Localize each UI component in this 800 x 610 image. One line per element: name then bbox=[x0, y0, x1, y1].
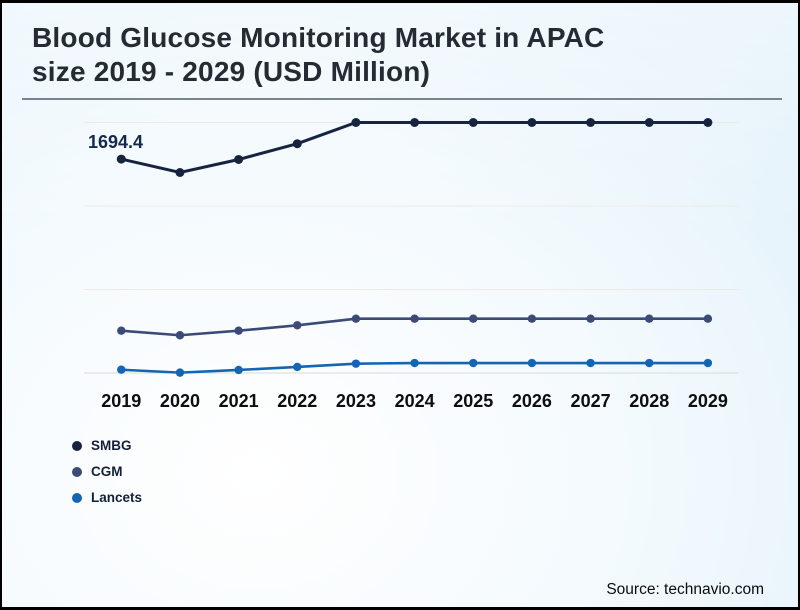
data-point-lancets-2024 bbox=[410, 358, 419, 368]
data-point-smbg-2025 bbox=[468, 118, 478, 127]
data-point-lancets-2022 bbox=[293, 362, 302, 372]
data-point-smbg-2028 bbox=[644, 118, 654, 127]
legend-item-smbg: SMBG bbox=[72, 438, 142, 453]
data-point-cgm-2020 bbox=[175, 331, 185, 340]
data-point-cgm-2028 bbox=[645, 314, 654, 323]
data-point-smbg-2024 bbox=[410, 118, 420, 127]
legend-label: SMBG bbox=[91, 438, 132, 453]
legend-label: Lancets bbox=[91, 490, 143, 505]
x-axis-label-2025: 2025 bbox=[453, 391, 494, 411]
data-point-cgm-2022 bbox=[293, 321, 302, 330]
x-axis-label-2029: 2029 bbox=[687, 391, 728, 411]
x-axis-label-2020: 2020 bbox=[159, 391, 200, 411]
data-point-smbg-2026 bbox=[527, 118, 537, 127]
data-point-cgm-2027 bbox=[586, 314, 595, 323]
source-text: Source: technavio.com bbox=[606, 581, 764, 598]
series-line-smbg bbox=[120, 121, 708, 175]
data-point-cgm-2019 bbox=[117, 326, 126, 335]
x-axis-label-2024: 2024 bbox=[394, 391, 435, 411]
page-title: Blood Glucose Monitoring Market in APAC … bbox=[32, 21, 772, 89]
data-point-lancets-2021 bbox=[234, 365, 243, 375]
x-axis-label-2023: 2023 bbox=[335, 391, 376, 411]
x-axis-labels: 2019 2020 2021 2022 2023 2024 2025 2026 2027 2028… bbox=[2, 391, 798, 417]
data-point-smbg-2022 bbox=[292, 139, 302, 149]
data-point-smbg-2029 bbox=[703, 118, 713, 127]
data-point-lancets-2023 bbox=[351, 359, 361, 368]
data-point-lancets-2027 bbox=[586, 358, 595, 368]
data-point-cgm-2023 bbox=[351, 314, 361, 323]
data-point-lancets-2019 bbox=[117, 365, 126, 374]
data-point-smbg-2023 bbox=[351, 118, 361, 127]
data-point-smbg-2027 bbox=[586, 118, 596, 127]
x-axis-label-2027: 2027 bbox=[570, 391, 611, 411]
x-axis-label-2026: 2026 bbox=[511, 391, 552, 411]
legend-dot-icon bbox=[72, 466, 82, 477]
data-point-lancets-2025 bbox=[469, 358, 478, 368]
legend-item-cgm: CGM bbox=[72, 464, 142, 479]
data-point-cgm-2025 bbox=[469, 314, 478, 323]
data-point-lancets-2028 bbox=[645, 358, 654, 368]
data-point-smbg-2019 bbox=[116, 154, 126, 164]
data-point-cgm-2024 bbox=[410, 314, 419, 323]
x-axis-label-2021: 2021 bbox=[218, 391, 259, 411]
data-point-lancets-2026 bbox=[527, 358, 537, 368]
title-divider bbox=[22, 98, 782, 100]
legend-dot-icon bbox=[72, 492, 82, 503]
legend-dot-icon bbox=[72, 440, 82, 451]
data-point-smbg-2020 bbox=[175, 167, 185, 177]
page-title-line1: Blood Glucose Monitoring Market in APAC bbox=[32, 22, 605, 53]
data-point-lancets-2020 bbox=[175, 368, 185, 377]
data-point-lancets-2029 bbox=[703, 358, 713, 368]
x-axis-label-2022: 2022 bbox=[277, 391, 318, 411]
legend-label: CGM bbox=[91, 464, 123, 479]
data-point-cgm-2029 bbox=[703, 314, 713, 323]
data-point-smbg-2021 bbox=[234, 154, 244, 164]
chart-legend: SMBG CGM Lancets bbox=[72, 438, 142, 516]
page-title-line2: size 2019 - 2029 (USD Million) bbox=[32, 56, 431, 87]
x-axis-label-2019: 2019 bbox=[101, 391, 142, 411]
data-point-cgm-2026 bbox=[527, 314, 537, 323]
x-axis-label-2028: 2028 bbox=[629, 391, 670, 411]
data-point-cgm-2021 bbox=[234, 326, 243, 335]
data-label-smbg-2019: 1694.4 bbox=[88, 132, 144, 152]
legend-item-lancets: Lancets bbox=[72, 490, 142, 505]
line-chart bbox=[84, 118, 739, 377]
